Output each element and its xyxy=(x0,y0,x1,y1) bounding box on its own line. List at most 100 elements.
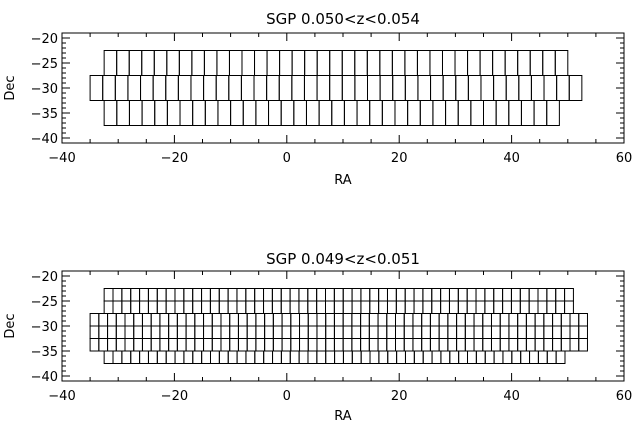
grid-cell xyxy=(325,300,335,314)
grid-cell xyxy=(368,325,379,339)
grid-cell xyxy=(98,313,109,327)
grid-cell xyxy=(307,300,318,314)
grid-cell xyxy=(517,50,531,76)
grid-cell xyxy=(543,338,554,352)
grid-cell xyxy=(307,288,318,302)
y-tick-label: −30 xyxy=(31,82,58,97)
grid-cell xyxy=(525,313,536,327)
grid-cell xyxy=(127,75,142,101)
grid-cell xyxy=(369,300,380,314)
grid-cell xyxy=(141,338,152,352)
grid-cell xyxy=(245,350,256,364)
grid-cell xyxy=(152,75,167,101)
grid-cell xyxy=(377,338,388,352)
grid-cell xyxy=(246,313,257,327)
grid-cell xyxy=(552,338,562,352)
y-tick-label: −35 xyxy=(31,107,58,122)
grid-cell xyxy=(229,338,239,352)
grid-cell xyxy=(266,50,281,76)
grid-cell xyxy=(203,325,213,339)
grid-cell xyxy=(201,300,211,314)
grid-cell xyxy=(528,300,539,314)
grid-cell xyxy=(555,300,566,314)
grid-cell xyxy=(456,313,466,327)
grid-cell xyxy=(280,300,291,314)
grid-cell xyxy=(124,338,135,352)
grid-cell xyxy=(493,288,504,302)
grid-cell xyxy=(290,313,301,327)
grid-cell xyxy=(299,313,309,327)
grid-cell xyxy=(165,288,176,302)
grid-cell xyxy=(209,288,220,302)
grid-cell xyxy=(464,338,475,352)
grid-cell xyxy=(153,50,168,76)
grid-cell xyxy=(201,350,211,364)
grid-cell xyxy=(316,338,327,352)
grid-cell xyxy=(228,75,242,101)
grid-cell xyxy=(342,300,353,314)
grid-cell xyxy=(422,288,433,302)
grid-cell xyxy=(542,50,556,76)
grid-cell xyxy=(166,100,181,126)
grid-cell xyxy=(168,338,178,352)
grid-cell xyxy=(483,100,497,126)
grid-cell xyxy=(236,288,247,302)
grid-cell xyxy=(395,313,405,327)
grid-cell xyxy=(417,75,432,101)
grid-cell xyxy=(525,325,536,339)
grid-cell xyxy=(530,75,545,101)
grid-cell xyxy=(351,338,362,352)
grid-cell xyxy=(480,75,495,101)
grid-cell xyxy=(133,325,143,339)
grid-cell xyxy=(289,300,300,314)
grid-cell xyxy=(528,288,539,302)
grid-cell xyxy=(165,350,176,364)
grid-cell xyxy=(266,75,280,101)
x-tick-label: 60 xyxy=(616,151,633,166)
grid-cell xyxy=(360,325,370,339)
grid-cell xyxy=(253,75,268,101)
grid-cell xyxy=(271,288,282,302)
grid-cell xyxy=(264,325,274,339)
grid-cell xyxy=(354,75,368,101)
grid-cell xyxy=(467,350,477,364)
grid-cell xyxy=(569,325,580,339)
grid-cell xyxy=(438,325,449,339)
grid-cell xyxy=(470,100,485,126)
y-tick-label: −25 xyxy=(31,295,58,310)
grid-cell xyxy=(128,50,143,76)
y-axis-label: Dec xyxy=(3,75,18,100)
grid-cell xyxy=(128,100,143,126)
grid-cell xyxy=(493,300,504,314)
grid-cell xyxy=(255,325,266,339)
grid-cell xyxy=(159,313,170,327)
grid-cell xyxy=(360,350,371,364)
grid-cell xyxy=(183,288,194,302)
grid-cell xyxy=(546,288,557,302)
grid-cell xyxy=(264,313,274,327)
grid-cell xyxy=(331,100,345,126)
grid-cell xyxy=(281,325,292,339)
grid-cell xyxy=(448,288,459,302)
grid-cell xyxy=(369,350,380,364)
grid-cell xyxy=(116,100,130,126)
grid-cell xyxy=(404,75,419,101)
grid-cell xyxy=(368,313,379,327)
grid-cell xyxy=(192,300,203,314)
grid-cell xyxy=(203,50,218,76)
grid-cell xyxy=(211,313,222,327)
grid-cell xyxy=(554,50,569,76)
grid-cell xyxy=(502,288,512,302)
grid-cell xyxy=(543,75,558,101)
grid-cell xyxy=(121,350,132,364)
grid-cell xyxy=(493,75,507,101)
grid-cell xyxy=(351,325,362,339)
grid-cell xyxy=(98,338,109,352)
grid-cell xyxy=(416,50,431,76)
grid-cell xyxy=(114,75,129,101)
grid-cell xyxy=(386,288,397,302)
grid-cell xyxy=(229,325,239,339)
grid-cell xyxy=(499,338,510,352)
grid-cell xyxy=(404,50,418,76)
